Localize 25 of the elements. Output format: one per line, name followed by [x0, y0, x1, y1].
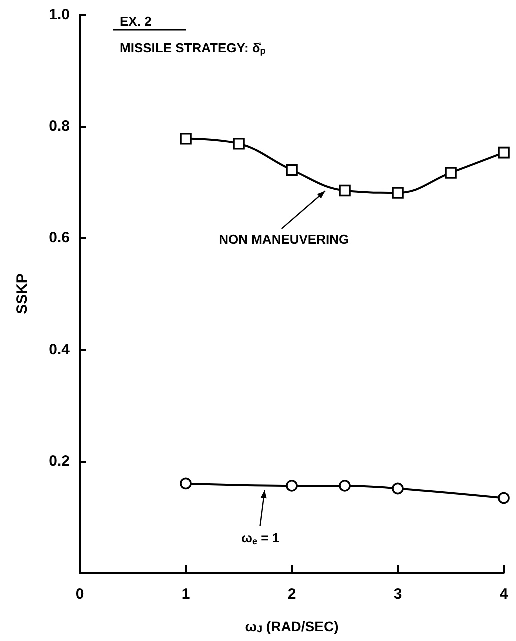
annotation: NON MANEUVERING — [219, 232, 350, 247]
y-tick-label: 0.6 — [49, 230, 70, 247]
chart-title: EX. 2 — [120, 14, 152, 29]
point — [180, 132, 192, 145]
point — [286, 164, 298, 176]
point — [286, 480, 298, 492]
y-tick-label: 0.4 — [49, 341, 71, 358]
y-tick-label: 1.0 — [49, 6, 70, 24]
y-tick-label: 0.8 — [49, 118, 70, 136]
point — [339, 184, 351, 197]
point — [180, 478, 192, 490]
y-tick-label: 0.2 — [49, 452, 70, 470]
point — [392, 187, 404, 199]
point — [445, 167, 457, 179]
x-tick-label: 2 — [288, 586, 296, 603]
point — [498, 492, 510, 504]
point — [392, 482, 404, 495]
x-tick-label: 0 — [76, 586, 84, 603]
point — [339, 480, 351, 492]
point — [233, 138, 245, 150]
x-tick-label: 3 — [394, 586, 402, 603]
x-tick-label: 1 — [182, 586, 190, 603]
y-axis-title: SSKP — [14, 274, 31, 314]
x-tick-label: 4 — [500, 586, 509, 603]
point — [498, 146, 510, 159]
